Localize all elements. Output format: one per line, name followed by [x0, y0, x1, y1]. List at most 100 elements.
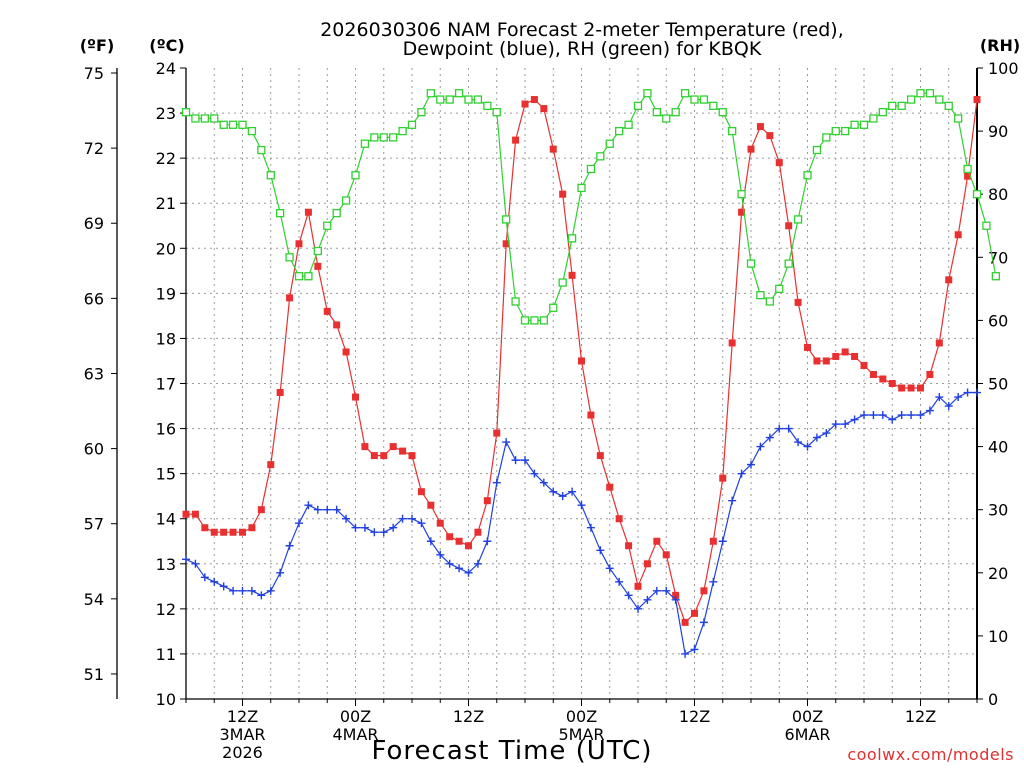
rh-point	[530, 316, 539, 325]
rh-point	[671, 108, 680, 117]
temperature-point	[474, 528, 482, 536]
temperature-point	[841, 348, 849, 356]
dewpoint-point	[944, 402, 953, 411]
temperature-point	[465, 542, 472, 550]
rh-point	[549, 303, 558, 312]
temperature-point	[719, 474, 727, 482]
dewpoint-point	[511, 456, 520, 465]
fahrenheit-tick-label: 63	[84, 364, 104, 383]
temperature-point	[596, 452, 604, 460]
dewpoint-point	[483, 537, 492, 546]
rh-point	[897, 101, 906, 111]
rh-point	[473, 95, 483, 104]
dewpoint-point	[285, 541, 294, 550]
temperature-point	[954, 231, 962, 239]
rh-point	[247, 126, 257, 136]
dewpoint-point	[577, 501, 586, 510]
dewpoint-point	[360, 523, 369, 532]
rh-point	[803, 171, 812, 180]
dewpoint-point	[662, 586, 671, 595]
rh-point	[285, 253, 294, 262]
rh-point	[925, 89, 935, 98]
rh-point	[728, 126, 737, 136]
rh-tick-label: 10	[988, 627, 1008, 646]
x-tick-label: 00Z	[340, 707, 371, 726]
rh-tick-label: 20	[988, 564, 1008, 583]
temperature-point	[540, 105, 548, 113]
temperature-point	[201, 524, 209, 532]
temperature-point	[813, 357, 821, 365]
temperature-point	[361, 443, 369, 451]
rh-point	[850, 120, 859, 129]
temperature-point	[738, 208, 746, 216]
rh-tick-label: 100	[988, 59, 1019, 78]
dewpoint-point	[803, 442, 812, 451]
temperature-point	[860, 361, 868, 369]
celsius-tick-label: 24	[156, 59, 176, 78]
celsius-tick-label: 23	[156, 104, 176, 123]
dewpoint-point	[690, 645, 699, 654]
celsius-tick-label: 18	[156, 329, 176, 348]
rh-point	[266, 171, 275, 180]
temperature-point	[304, 208, 312, 216]
dewpoint-point	[643, 595, 652, 604]
dewpoint-point	[379, 528, 388, 537]
dewpoint-point	[850, 415, 859, 424]
rh-point	[878, 108, 887, 117]
rh-point	[360, 139, 370, 148]
dewpoint-point	[737, 469, 746, 478]
rh-point	[605, 139, 614, 148]
rh-tick-label: 90	[988, 122, 1008, 141]
rh-point	[464, 95, 473, 104]
rh-point	[577, 183, 586, 193]
temperature-point	[549, 145, 557, 153]
rh-point	[558, 278, 567, 287]
rh-tick-label: 40	[988, 438, 1008, 457]
rh-point	[567, 234, 577, 243]
temperature-point	[530, 96, 538, 104]
dewpoint-point	[521, 456, 529, 465]
temperature-point	[606, 483, 614, 491]
celsius-tick-label: 16	[156, 420, 176, 439]
rh-point	[662, 114, 671, 123]
rh-point	[191, 114, 200, 123]
rh-point	[294, 272, 304, 281]
temperature-point	[587, 411, 595, 419]
dewpoint-point	[502, 438, 511, 447]
rh-point	[228, 120, 238, 129]
dewpoint-point	[313, 505, 322, 514]
rh-point	[398, 126, 407, 136]
temperature-point	[521, 100, 529, 108]
temperature-point	[879, 375, 887, 383]
dewpoint-point	[634, 604, 642, 613]
dewpoint-point	[652, 586, 661, 595]
temperature-point	[436, 519, 444, 527]
fahrenheit-tick-label: 54	[84, 590, 104, 609]
dewpoint-point	[925, 406, 934, 415]
dewpoint-point	[417, 519, 426, 528]
rh-point	[181, 108, 191, 117]
dewpoint-point	[681, 649, 690, 658]
rh-point	[341, 196, 351, 205]
temperature-point	[568, 271, 576, 279]
rh-point	[652, 108, 661, 117]
dewpoint-point	[445, 559, 454, 568]
rh-point	[323, 221, 332, 230]
rh-tick-label: 80	[988, 185, 1008, 204]
temperature-point	[276, 389, 284, 397]
dewpoint-point	[718, 537, 727, 546]
temperature-point	[257, 506, 265, 514]
temperature-point	[747, 145, 755, 153]
temperature-point	[220, 528, 228, 536]
rh-point	[972, 190, 982, 199]
dewpoint-point	[841, 420, 850, 429]
rh-point	[389, 133, 398, 142]
dewpoint-point	[210, 577, 219, 586]
dewpoint-point	[426, 537, 435, 546]
rh-point	[539, 316, 548, 325]
temperature-point	[352, 393, 359, 401]
dewpoint-point	[182, 555, 190, 564]
temperature-point	[286, 294, 294, 302]
dewpoint-point	[935, 393, 944, 402]
rh-point	[822, 133, 831, 142]
